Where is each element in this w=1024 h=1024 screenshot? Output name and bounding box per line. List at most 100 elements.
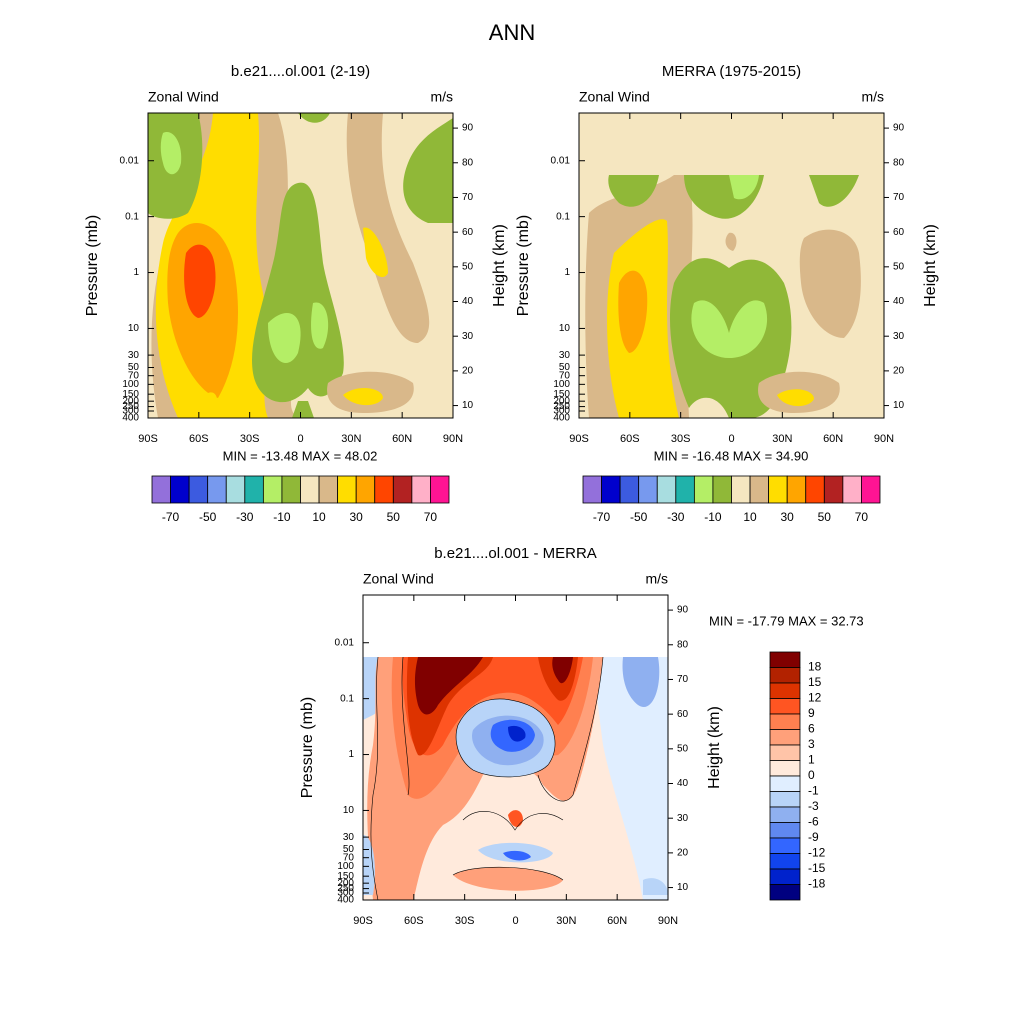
- colorbar-box: [638, 475, 658, 504]
- contour-fill: [777, 389, 814, 407]
- colorbar-label: 50: [387, 510, 401, 524]
- y-tick-label: 70: [128, 370, 140, 381]
- contour-fill: [346, 113, 430, 343]
- y-tick-label: 10: [128, 323, 140, 334]
- y-axis-label: Pressure (mb): [299, 697, 316, 798]
- colorbar-label: 12: [808, 691, 822, 705]
- x-tick-label: 30S: [240, 433, 260, 445]
- x-tick-label: 0: [512, 915, 518, 927]
- colorbar-label: -10: [704, 510, 722, 524]
- y2-tick-label: 10: [677, 882, 689, 893]
- y-tick-label: 0.1: [125, 211, 139, 222]
- colorbar-box: [768, 475, 788, 504]
- y2-tick-label: 60: [462, 227, 474, 238]
- y-tick-label: 300: [553, 406, 570, 417]
- x-tick-label: 90N: [443, 433, 463, 445]
- y-axis-label: Pressure (mb): [84, 215, 101, 316]
- colorbar-box: [675, 475, 695, 504]
- colorbar-label: -70: [162, 510, 180, 524]
- colorbar-label: 70: [424, 510, 438, 524]
- contour-fill: [462, 811, 564, 845]
- y2-tick-label: 20: [893, 366, 905, 377]
- colorbar-box: [769, 791, 801, 808]
- y-tick-label: 400: [337, 895, 354, 906]
- colorbar-label: -6: [808, 815, 819, 829]
- min-max-stats: MIN = -13.48 MAX = 48.02: [223, 448, 378, 463]
- colorbar-box: [769, 837, 801, 854]
- colorbar-label: 3: [808, 737, 815, 751]
- colorbar-box: [207, 475, 227, 504]
- y-tick-label: 200: [337, 878, 354, 889]
- contour-fill: [160, 132, 182, 175]
- colorbar-box: [769, 775, 801, 792]
- y-tick-label: 1: [348, 749, 354, 760]
- colorbar-box: [769, 713, 801, 730]
- y2-tick-label: 80: [893, 157, 905, 168]
- y-tick-label: 50: [128, 362, 140, 373]
- x-tick-label: 90N: [658, 915, 678, 927]
- x-tick-label: 90N: [874, 433, 894, 445]
- colorbar-box: [769, 729, 801, 746]
- colorbar-label: -30: [236, 510, 254, 524]
- x-tick-label: 60N: [607, 915, 627, 927]
- colorbar-box: [188, 475, 209, 504]
- contour-fill: [508, 810, 523, 827]
- y2-tick-label: 20: [462, 366, 474, 377]
- contour-fill: [622, 657, 660, 707]
- page-title: ANN: [489, 20, 535, 45]
- y-tick-label: 10: [559, 323, 571, 334]
- contour-field: [579, 113, 884, 418]
- colorbar-box: [355, 475, 376, 504]
- colorbar-label: 50: [818, 510, 832, 524]
- y2-tick-label: 10: [893, 400, 905, 411]
- colorbar-label: -70: [593, 510, 611, 524]
- y-tick-label: 400: [553, 413, 570, 424]
- y-tick-label: 0.1: [556, 211, 570, 222]
- colorbar-label: 70: [855, 510, 869, 524]
- y-tick-label: 150: [337, 871, 354, 882]
- y-tick-label: 250: [553, 401, 570, 412]
- y-tick-label: 100: [553, 379, 570, 390]
- contour-fill: [618, 270, 648, 353]
- colorbar-box: [318, 475, 339, 504]
- x-tick-label: 60N: [392, 433, 412, 445]
- colorbar-box: [731, 475, 751, 504]
- y-tick-label: 30: [559, 350, 571, 361]
- y-tick-label: 100: [122, 379, 139, 390]
- y-tick-label: 50: [559, 362, 571, 373]
- colorbar-label: 1: [808, 753, 815, 767]
- colorbar-label: 15: [808, 675, 822, 689]
- colorbar-label: 0: [808, 768, 815, 782]
- contour-fill: [725, 232, 737, 251]
- colorbar-label: 30: [350, 510, 364, 524]
- colorbar-box: [786, 475, 807, 504]
- y2-tick-label: 50: [893, 261, 905, 272]
- y2-axis-label: Height (km): [491, 224, 508, 307]
- colorbar-label: 6: [808, 722, 815, 736]
- colorbar-box: [861, 475, 881, 504]
- min-max-stats: MIN = -16.48 MAX = 34.90: [654, 448, 809, 463]
- colorbar-box: [262, 475, 283, 504]
- y-tick-label: 30: [128, 350, 140, 361]
- contour-fill: [363, 227, 388, 278]
- y2-tick-label: 70: [893, 192, 905, 203]
- colorbar-box: [582, 475, 602, 504]
- colorbar-box: [823, 475, 844, 504]
- y-tick-label: 1: [133, 267, 139, 278]
- colorbar-box: [244, 475, 264, 504]
- colorbar-box: [656, 475, 677, 504]
- y-tick-label: 50: [343, 844, 355, 855]
- y2-axis-label: Height (km): [706, 706, 723, 789]
- y-tick-label: 200: [553, 396, 570, 407]
- x-tick-label: 60S: [189, 433, 209, 445]
- panel-title: b.e21....ol.001 - MERRA: [434, 545, 597, 562]
- y-tick-label: 250: [337, 883, 354, 894]
- y-tick-label: 10: [343, 805, 355, 816]
- y-tick-label: 300: [122, 406, 139, 417]
- y2-tick-label: 80: [462, 157, 474, 168]
- y2-tick-label: 60: [893, 227, 905, 238]
- colorbar-label: 10: [312, 510, 326, 524]
- colorbar-box: [693, 475, 714, 504]
- y2-tick-label: 90: [893, 123, 905, 134]
